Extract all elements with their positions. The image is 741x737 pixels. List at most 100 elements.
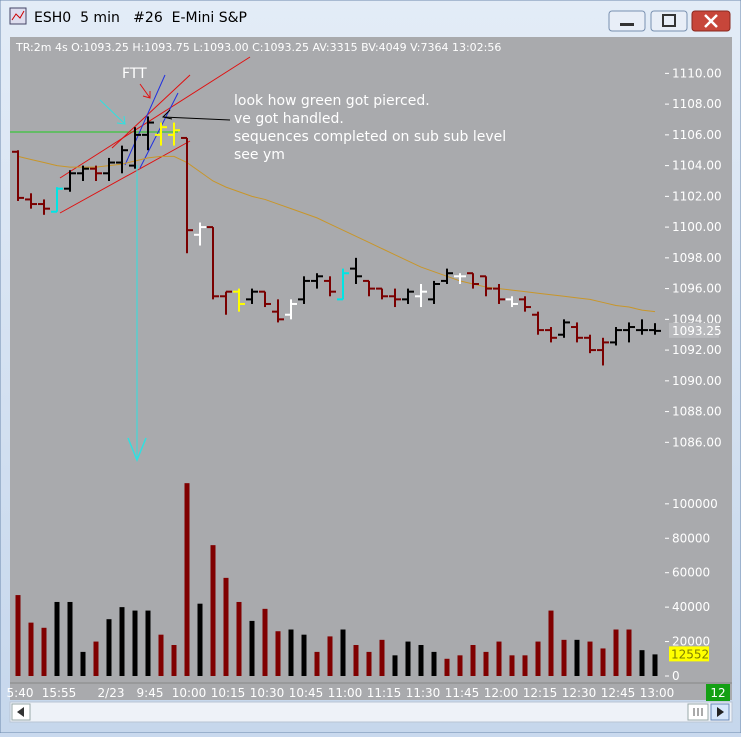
volume-bar <box>392 655 398 676</box>
scrollbar[interactable] <box>9 701 733 723</box>
y-tick-label: 1102.00 <box>672 189 722 203</box>
annotation: look how green got pierced. <box>234 93 430 109</box>
volume-bar <box>171 645 177 676</box>
volume-bar <box>613 629 619 676</box>
price-axis-area <box>665 37 732 683</box>
scroll-left-icon <box>17 707 24 717</box>
y-tick-label: 1106.00 <box>672 128 722 142</box>
volume-bar <box>67 601 73 676</box>
volume-bar <box>197 603 203 676</box>
y-tick-label: 1098.00 <box>672 251 722 265</box>
volume-bar <box>353 645 359 676</box>
y-tick-label: 80000 <box>672 531 710 545</box>
volume-bar <box>119 607 125 676</box>
volume-bar <box>41 627 47 676</box>
x-tick-label: 11:30 <box>406 686 441 700</box>
volume-bar <box>470 645 476 676</box>
volume-bar <box>626 629 632 676</box>
volume-bar <box>314 651 320 676</box>
volume-bar <box>223 577 229 676</box>
x-tick-label: 9:45 <box>137 686 164 700</box>
x-tick-label: 13:00 <box>640 686 675 700</box>
scroll-right-icon <box>717 707 724 717</box>
volume-bar <box>405 641 411 676</box>
volume-bar <box>652 654 658 676</box>
channel-line <box>59 56 251 179</box>
volume-bar <box>249 620 255 676</box>
x-tick-label: 12:00 <box>484 686 519 700</box>
volume-bar <box>379 639 385 676</box>
volume-bar <box>93 641 99 676</box>
volume-bar <box>262 608 268 676</box>
volume-bar <box>210 545 216 676</box>
volume-bar <box>483 651 489 676</box>
y-tick-label: 1104.00 <box>672 159 722 173</box>
minimize-button[interactable] <box>608 10 646 32</box>
y-tick-label: 20000 <box>672 635 710 649</box>
pointer-head <box>162 109 173 120</box>
y-tick-label: 1110.00 <box>672 66 722 80</box>
volume-bar <box>158 634 164 676</box>
y-tick-label: 1090.00 <box>672 374 722 388</box>
last-price-box <box>669 322 719 338</box>
app-icon-glyph <box>11 10 25 21</box>
y-tick-label: 1094.00 <box>672 312 722 326</box>
scroll-thumb-grip <box>693 708 703 716</box>
volume-bar <box>340 629 346 676</box>
channel-line <box>59 140 191 214</box>
volume-bar <box>444 658 450 676</box>
x-tick-label: 2/23 <box>98 686 125 700</box>
volume-bar <box>28 622 34 676</box>
volume-bar <box>184 483 190 676</box>
maximize-button[interactable] <box>650 10 688 32</box>
last-price-label: 1093.25 <box>672 324 722 338</box>
volume-bar <box>639 650 645 676</box>
x-tick-label: 10:30 <box>250 686 285 700</box>
volume-bar <box>496 641 502 676</box>
volume-bar <box>288 629 294 676</box>
volume-bar <box>548 610 554 676</box>
status-badge-box <box>706 684 730 701</box>
x-tick-label: 11:15 <box>367 686 402 700</box>
volume-bar <box>522 655 528 676</box>
annotation: FTT <box>122 66 147 82</box>
y-tick-label: 100000 <box>672 497 718 511</box>
volume-bar <box>80 651 86 676</box>
y-tick-label: 40000 <box>672 600 710 614</box>
x-tick-label: 10:15 <box>211 686 246 700</box>
volume-bar <box>106 619 112 676</box>
volume-bar <box>327 636 333 676</box>
last-volume-label: 12552 <box>671 647 709 661</box>
y-tick-label: 60000 <box>672 566 710 580</box>
y-tick-label: 1108.00 <box>672 97 722 111</box>
volume-bar <box>236 601 242 676</box>
y-tick-label: 1088.00 <box>672 405 722 419</box>
window-title: ESH0 5 min #26 E-Mini S&P <box>34 10 247 26</box>
info-bar: TR:2m 4s O:1093.25 H:1093.75 L:1093.00 C… <box>15 41 501 54</box>
minimize-icon <box>620 23 634 26</box>
channel-line <box>111 74 191 149</box>
x-tick-label: 12:45 <box>601 686 636 700</box>
volume-bar <box>457 655 463 676</box>
chart-area <box>10 37 732 700</box>
last-volume-box <box>669 646 709 662</box>
volume-bar <box>418 645 424 676</box>
y-tick-label: 1092.00 <box>672 343 722 357</box>
volume-bar <box>15 595 21 676</box>
y-tick-label: 1096.00 <box>672 282 722 296</box>
annotation: ve got handled. <box>234 111 344 127</box>
volume-bar <box>275 631 281 676</box>
trend-line <box>139 92 179 169</box>
volume-bar <box>301 634 307 676</box>
moving-average <box>17 155 656 313</box>
cyan-arrow <box>99 99 126 125</box>
x-tick-label: 5:40 <box>7 686 34 700</box>
y-tick-label: 0 <box>672 669 680 683</box>
volume-bar <box>431 651 437 676</box>
x-tick-label: 10:45 <box>289 686 324 700</box>
x-tick-label: 10:00 <box>172 686 207 700</box>
cyan-arrow-head <box>116 115 126 125</box>
volume-bar <box>509 655 515 676</box>
